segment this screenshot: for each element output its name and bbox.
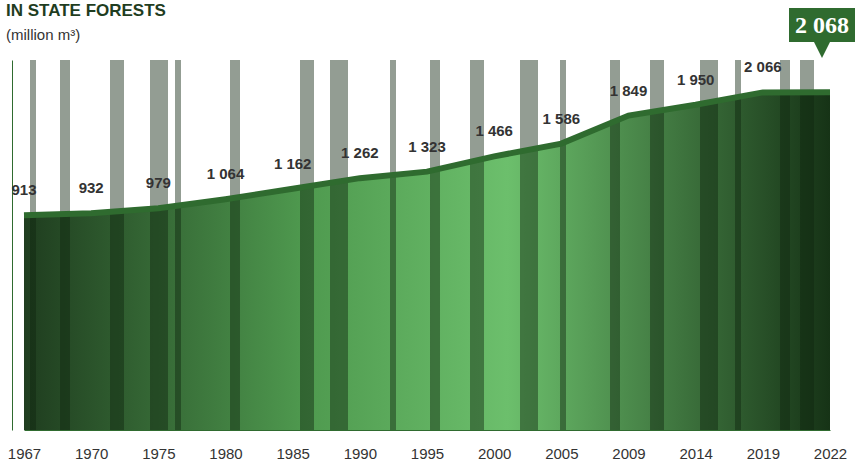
x-tick-label: 2014 xyxy=(679,445,712,462)
x-tick: 2014 xyxy=(679,430,712,462)
data-label: 2 068 xyxy=(795,12,849,38)
trunk xyxy=(430,60,440,430)
title: IN STATE FORESTS xyxy=(6,1,166,20)
trunk xyxy=(700,60,718,430)
trunk xyxy=(780,60,790,430)
data-label: 1 586 xyxy=(543,110,581,127)
x-tick: 1990 xyxy=(344,430,377,462)
subtitle: (million m³) xyxy=(6,26,80,43)
trunk xyxy=(175,60,181,430)
x-tick-label: 1967 xyxy=(8,445,41,462)
x-tick: 2009 xyxy=(612,430,645,462)
trunk xyxy=(800,60,814,430)
x-tick-label: 2000 xyxy=(478,445,511,462)
x-tick-label: 1970 xyxy=(75,445,108,462)
x-tick-label: 1985 xyxy=(276,445,309,462)
data-label: 1 849 xyxy=(610,82,648,99)
trunk xyxy=(110,60,124,430)
data-label: 913 xyxy=(11,181,36,198)
data-label: 1 262 xyxy=(341,144,379,161)
x-tick-label: 1975 xyxy=(142,445,175,462)
x-tick: 1985 xyxy=(276,430,309,462)
x-tick: 1967 xyxy=(8,430,41,462)
x-tick-label: 1995 xyxy=(411,445,444,462)
data-label: 1 323 xyxy=(408,138,446,155)
x-tick-label: 2019 xyxy=(747,445,780,462)
y-axis-line xyxy=(12,61,13,431)
trunk xyxy=(650,60,664,430)
x-tick: 1980 xyxy=(209,430,242,462)
trunk xyxy=(300,60,314,430)
highlight-badge: 2 068 xyxy=(789,8,855,58)
x-tick: 1975 xyxy=(142,430,175,462)
data-label: 979 xyxy=(146,174,171,191)
trunk xyxy=(330,60,348,430)
x-tick: 2022 xyxy=(814,430,847,462)
x-tick: 2005 xyxy=(545,430,578,462)
data-label: 2 066 xyxy=(744,58,782,75)
x-tick-label: 1990 xyxy=(344,445,377,462)
x-axis-line xyxy=(25,430,831,431)
x-tick: 2019 xyxy=(747,430,780,462)
trunk xyxy=(60,60,70,430)
badge-box xyxy=(789,8,855,42)
decoration xyxy=(30,60,814,430)
trunk xyxy=(520,60,538,430)
trunk xyxy=(230,60,240,430)
chart: 1967 1970 1975 1980 1985 1990 1995 2000 2005 2009… xyxy=(0,0,860,473)
x-tick-label: 1980 xyxy=(209,445,242,462)
marks xyxy=(24,60,830,430)
x-tick: 2000 xyxy=(478,430,511,462)
x-tick-label: 2009 xyxy=(612,445,645,462)
data-label: 1 466 xyxy=(475,122,513,139)
x-axis: 1967 1970 1975 1980 1985 1990 1995 2000 2005 2009… xyxy=(8,430,847,462)
trunk xyxy=(150,60,168,430)
line xyxy=(24,92,830,215)
data-label: 932 xyxy=(79,179,104,196)
trunk xyxy=(470,60,484,430)
data-label: 1 064 xyxy=(207,165,245,182)
trunk xyxy=(390,60,396,430)
trunk xyxy=(610,60,620,430)
x-tick: 1970 xyxy=(75,430,108,462)
badge-pointer xyxy=(814,42,830,58)
x-tick: 1995 xyxy=(411,430,444,462)
data-labels: 913 932 979 1 064 1 162 1 262 1 323 1 466 1 586 1… xyxy=(11,58,781,198)
x-tick-label: 2005 xyxy=(545,445,578,462)
y-axis xyxy=(12,61,13,431)
data-label: 1 162 xyxy=(274,155,312,172)
trunk xyxy=(735,60,741,430)
data-label: 1 950 xyxy=(677,71,715,88)
trunk xyxy=(30,60,36,430)
x-tick-label: 2022 xyxy=(814,445,847,462)
